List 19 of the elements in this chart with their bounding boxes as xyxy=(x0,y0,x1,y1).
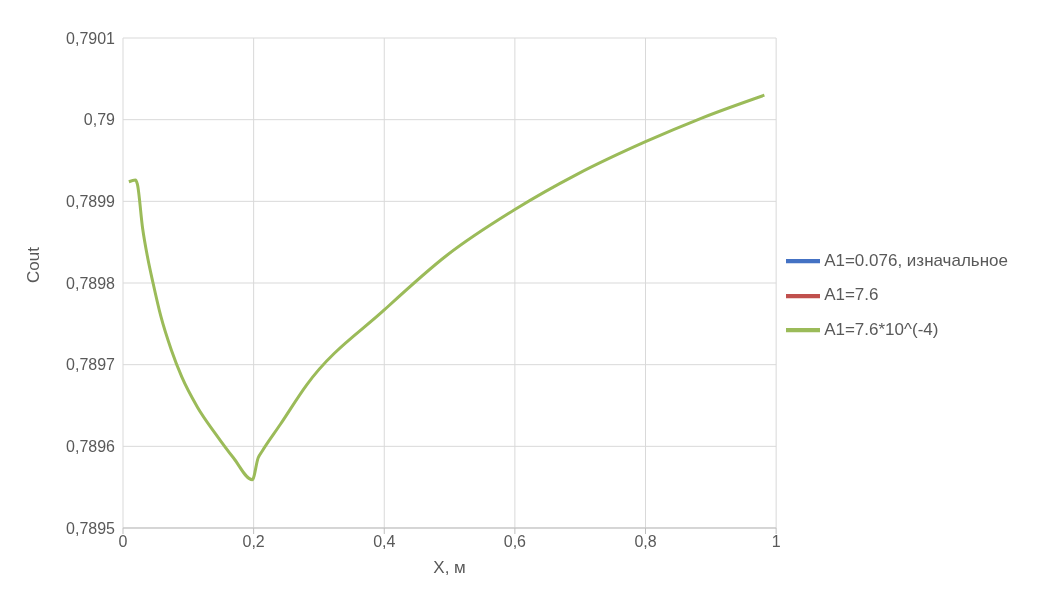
x-tick-label: 0,2 xyxy=(242,533,265,551)
x-tick-label: 0 xyxy=(118,533,128,551)
y-tick-label: 0,7898 xyxy=(66,274,116,292)
y-axis-title: Cout xyxy=(24,246,44,283)
legend-label: A1=7.6*10^(-4) xyxy=(824,319,939,339)
x-tick-label: 0,4 xyxy=(373,533,396,551)
y-tick-label: 0,7896 xyxy=(66,438,116,456)
legend-label: A1=0.076, изначальное xyxy=(824,250,1008,270)
x-tick-label: 0,6 xyxy=(503,533,527,551)
y-tick-label: 0,7899 xyxy=(66,193,116,211)
x-tick-label: 1 xyxy=(771,533,781,551)
y-tick-label: 0,7895 xyxy=(66,519,116,537)
y-tick-label: 0,79 xyxy=(83,111,116,129)
line-series xyxy=(127,93,766,482)
x-tick-label: 0,8 xyxy=(634,533,657,551)
x-axis-title: X, м xyxy=(433,558,466,577)
legend-label: A1=7.6 xyxy=(824,285,879,305)
y-tick-label: 0,7897 xyxy=(66,356,116,374)
y-tick-label: 0,7901 xyxy=(66,29,116,47)
